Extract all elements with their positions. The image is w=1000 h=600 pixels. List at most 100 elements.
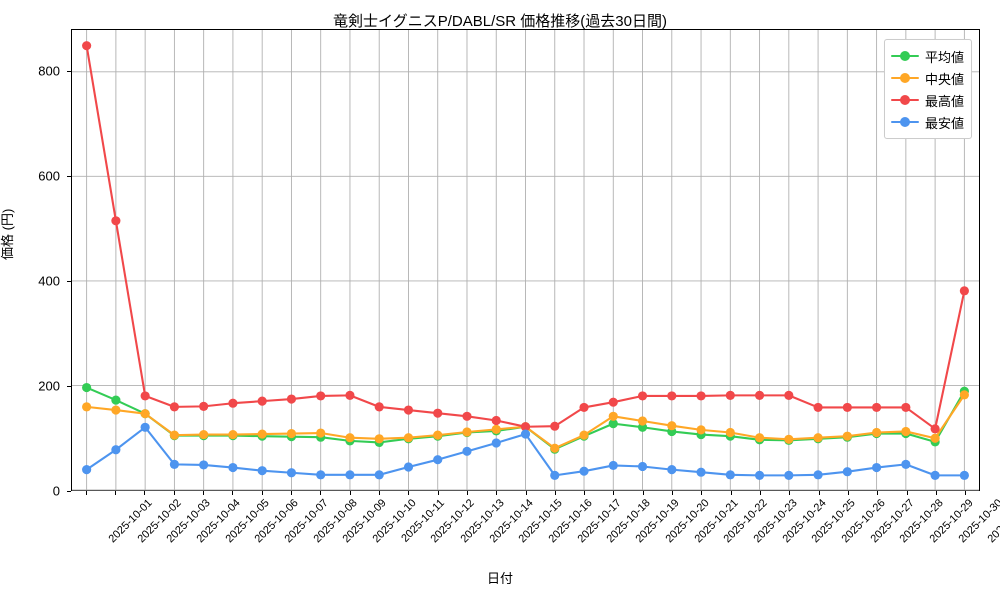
plot-area (71, 29, 980, 491)
chart-title: 竜剣士イグニスP/DABL/SR 価格推移(過去30日間) (333, 13, 667, 30)
data-point (491, 438, 501, 448)
x-tick-mark (232, 491, 234, 495)
x-tick-mark (906, 491, 908, 495)
data-point (754, 433, 765, 443)
data-point (930, 424, 940, 434)
x-tick-label: 2025-10-11 (399, 497, 447, 545)
x-tick-mark (437, 491, 439, 495)
data-point (842, 402, 852, 412)
x-tick-label: 2025-10-09 (340, 497, 390, 546)
x-tick-label: 2025-10-20 (663, 497, 712, 546)
data-point (433, 430, 443, 440)
data-point (696, 467, 706, 477)
data-point (228, 430, 238, 440)
x-tick-mark (320, 491, 322, 495)
x-tick-label: 2025-10-15 (516, 497, 565, 546)
data-point (608, 397, 618, 407)
data-point (813, 433, 823, 443)
data-point (462, 446, 472, 456)
data-point (872, 427, 882, 438)
data-point (637, 422, 648, 432)
legend: 平均値中央値最高値 最安値 (884, 39, 973, 139)
data-point (228, 462, 238, 473)
x-tick-mark (789, 491, 791, 495)
x-tick-label: 2025-10-27 (868, 497, 917, 546)
x-tick-label: 2025-10-04 (194, 497, 243, 546)
data-point (696, 425, 706, 435)
data-point (228, 398, 238, 408)
data-point (199, 430, 209, 440)
data-point (140, 409, 150, 419)
legend-item-3[interactable]: 最高値 (891, 89, 964, 111)
data-point (813, 470, 823, 480)
x-tick-mark (496, 491, 498, 495)
data-point (901, 402, 911, 412)
x-tick-label: 2025-10-28 (897, 497, 947, 546)
x-tick-label: 2025-10-01 (106, 497, 155, 546)
data-point (842, 431, 852, 441)
x-tick-label: 2025-10-24 (780, 497, 829, 546)
data-point (959, 286, 969, 296)
x-tick-label: 2025-10-30 (956, 497, 1000, 546)
y-tick-label: 800 (38, 63, 60, 79)
series-4 (82, 422, 969, 480)
x-tick-label: 2025-10-08 (311, 497, 360, 546)
data-point (696, 391, 706, 401)
x-tick-mark (378, 491, 380, 495)
data-point (550, 470, 560, 480)
x-tick-mark (613, 491, 615, 495)
data-point (608, 411, 618, 421)
data-point (608, 460, 618, 471)
series-line (85, 44, 966, 430)
x-tick-label: 2025-10-14 (487, 497, 536, 546)
data-point (111, 395, 121, 405)
data-point (550, 443, 560, 453)
data-point (842, 467, 852, 477)
legend-item-2[interactable]: 中央値 (891, 67, 964, 89)
x-tick-mark (85, 491, 87, 495)
x-tick-mark (760, 491, 762, 495)
data-point (169, 459, 179, 469)
x-tick-mark (672, 491, 674, 495)
data-point (257, 466, 267, 476)
data-point (111, 445, 121, 455)
x-tick-mark (877, 491, 879, 495)
data-point (82, 402, 92, 412)
legend-item-4[interactable]: 最安値 (891, 111, 964, 133)
x-tick-label: 2025-10-13 (458, 497, 507, 546)
x-tick-mark (965, 491, 967, 495)
x-tick-mark (848, 491, 850, 495)
data-point (872, 462, 882, 473)
data-point (959, 390, 969, 400)
x-tick-label: 2025-10-21 (692, 497, 741, 546)
data-point (725, 390, 735, 400)
data-series-layer (82, 41, 969, 480)
y-tick-label: 0 (52, 483, 60, 499)
data-point (433, 408, 443, 418)
data-point (140, 391, 150, 401)
data-point (608, 419, 618, 429)
y-axis-label: 価格 (円) (0, 208, 15, 260)
legend-swatch-icon (891, 72, 919, 84)
x-tick-mark (408, 491, 410, 495)
x-tick-mark (936, 491, 938, 495)
data-point (403, 433, 414, 443)
data-point (169, 430, 179, 440)
legend-swatch-icon (891, 116, 919, 128)
data-point (579, 430, 589, 440)
series-1 (82, 382, 969, 454)
data-point (637, 416, 648, 426)
legend-label: 中央値 (925, 71, 965, 87)
x-tick-mark (584, 491, 586, 495)
x-tick-mark (642, 491, 644, 495)
data-point (257, 429, 267, 439)
legend-swatch-icon (891, 94, 919, 106)
data-point (462, 427, 472, 437)
x-tick-label: 2025-10-23 (751, 497, 800, 546)
legend-item-1[interactable]: 平均値 (891, 45, 964, 67)
x-tick-label: 2025-10-03 (164, 497, 214, 546)
x-tick-mark (349, 491, 351, 495)
series-line (85, 393, 966, 450)
x-tick-label: 2025-10-17 (575, 497, 624, 546)
x-tick-mark (173, 491, 175, 495)
